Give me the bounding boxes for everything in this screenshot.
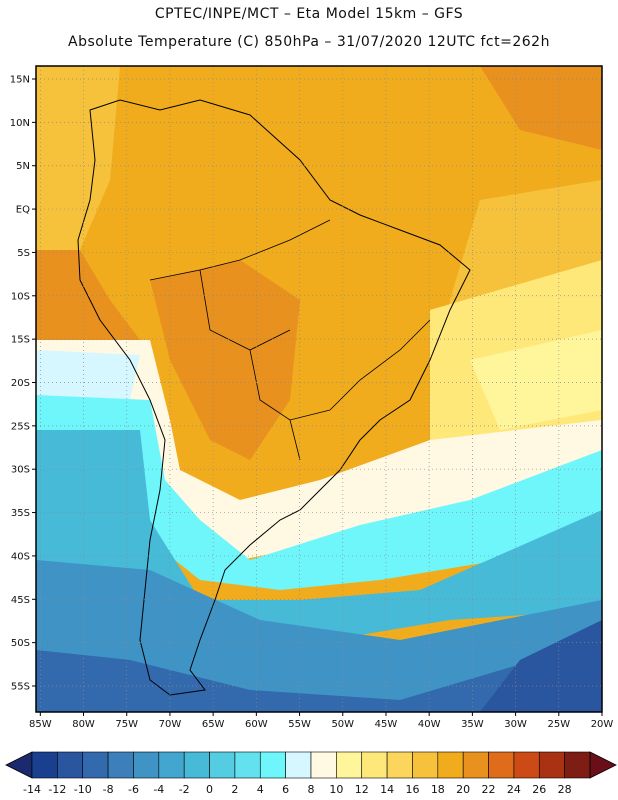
colorbar-label: 16 (405, 783, 419, 796)
colorbar-label: -12 (48, 783, 66, 796)
field-atlantic-pale (470, 330, 602, 430)
colorbar-label: 22 (482, 783, 496, 796)
colorbar-label: 8 (308, 783, 315, 796)
country-borders (149, 219, 431, 461)
field-deepest-blue (480, 620, 602, 712)
colorbar-label: 2 (231, 783, 238, 796)
lon-label: 55W (288, 719, 311, 730)
field-cyan (36, 395, 602, 590)
chart-subtitle: Absolute Temperature (C) 850hPa – 31/07/… (68, 34, 550, 50)
chart-title: CPTEC/INPE/MCT – Eta Model 15km – GFS (154, 6, 464, 22)
colorbar-label: -10 (74, 783, 92, 796)
colorbar-swatch (209, 751, 236, 779)
colorbar-swatch (133, 751, 160, 779)
colorbar-label: -4 (153, 783, 164, 796)
field-interior (150, 260, 300, 460)
lat-label: EQ (16, 205, 30, 216)
colorbar-label: 18 (431, 783, 445, 796)
colorbar-label: 20 (456, 783, 470, 796)
colorbar-swatch (361, 751, 388, 779)
lon-label: 60W (245, 719, 268, 730)
lon-label: 20W (591, 719, 614, 730)
colorbar-swatch (513, 751, 540, 779)
lon-label: 85W (29, 719, 52, 730)
colorbar-swatch (564, 751, 591, 779)
colorbar-swatch (488, 751, 515, 779)
lon-label: 65W (202, 719, 225, 730)
colorbar-swatch (538, 751, 565, 779)
lat-label: 35S (11, 508, 30, 519)
colorbar-label: 0 (206, 783, 213, 796)
latitude-labels: 15N 10N 5N EQ 5S 10S 15S 20S 25S 30S 35S 40S 45S 50S 5… (10, 75, 36, 692)
longitude-labels: 85W 80W 75W 70W 65W 60W 55W 50W 45W 40W 35W 30W 25W 2… (29, 712, 613, 730)
colorbar-swatch (183, 751, 210, 779)
lat-label: 15N (10, 75, 30, 86)
lon-label: 80W (72, 719, 95, 730)
lon-label: 50W (331, 719, 354, 730)
lat-label: 15S (11, 335, 30, 346)
colorbar-swatch (412, 751, 439, 779)
lon-label: 25W (547, 719, 570, 730)
colorbar-min-arrow (5, 751, 33, 779)
lat-label: 20S (11, 378, 30, 389)
colorbar-label: -2 (179, 783, 190, 796)
colorbar-swatch (285, 751, 312, 779)
colorbar-label: 14 (380, 783, 394, 796)
colorbar-swatch (31, 751, 58, 779)
lon-label: 45W (375, 719, 398, 730)
lat-label: 50S (11, 638, 30, 649)
colorbar-label: 26 (532, 783, 546, 796)
colorbar-swatch (336, 751, 363, 779)
lat-label: 45S (11, 595, 30, 606)
colorbar-swatch (386, 751, 413, 779)
colorbar-swatch (310, 751, 337, 779)
colorbar-label: 6 (282, 783, 289, 796)
colorbar-label: -6 (128, 783, 139, 796)
colorbar-label: 10 (329, 783, 343, 796)
lat-label: 10N (10, 118, 30, 129)
lon-label: 30W (504, 719, 527, 730)
lat-label: 40S (11, 551, 30, 562)
lat-label: 55S (11, 681, 30, 692)
colorbar-swatch (234, 751, 261, 779)
colorbar-swatch (107, 751, 134, 779)
colorbar-label: -14 (23, 783, 41, 796)
colorbar: -14 -12 -10 -8 -6 -4 -2 0 2 4 6 8 10 12 14 16 18 20 22 24 26… (5, 751, 617, 796)
colorbar-label: 28 (558, 783, 572, 796)
colorbar-label: 4 (257, 783, 264, 796)
colorbar-max-arrow (589, 751, 617, 779)
lon-label: 40W (418, 719, 441, 730)
colorbar-swatch (158, 751, 185, 779)
colorbar-label: 12 (355, 783, 369, 796)
field-light-cyan (36, 350, 140, 400)
temperature-field (36, 66, 602, 712)
lon-label: 35W (461, 719, 484, 730)
lat-label: 30S (11, 465, 30, 476)
lon-label: 70W (159, 719, 182, 730)
colorbar-swatch (82, 751, 109, 779)
lat-label: 25S (11, 421, 30, 432)
lon-label: 75W (115, 719, 138, 730)
map-frame (35, 65, 603, 713)
lat-label: 10S (11, 291, 30, 302)
field-caribbean (480, 66, 602, 150)
colorbar-label: 24 (507, 783, 521, 796)
colorbar-swatch (57, 751, 84, 779)
colorbar-label: -8 (103, 783, 114, 796)
colorbar-swatch (437, 751, 464, 779)
colorbar-swatch (259, 751, 286, 779)
field-pacific-north (36, 66, 120, 250)
continent-outline (77, 99, 471, 696)
colorbar-swatch (462, 751, 489, 779)
lat-label: 5N (16, 161, 30, 172)
lat-label: 5S (17, 248, 30, 259)
